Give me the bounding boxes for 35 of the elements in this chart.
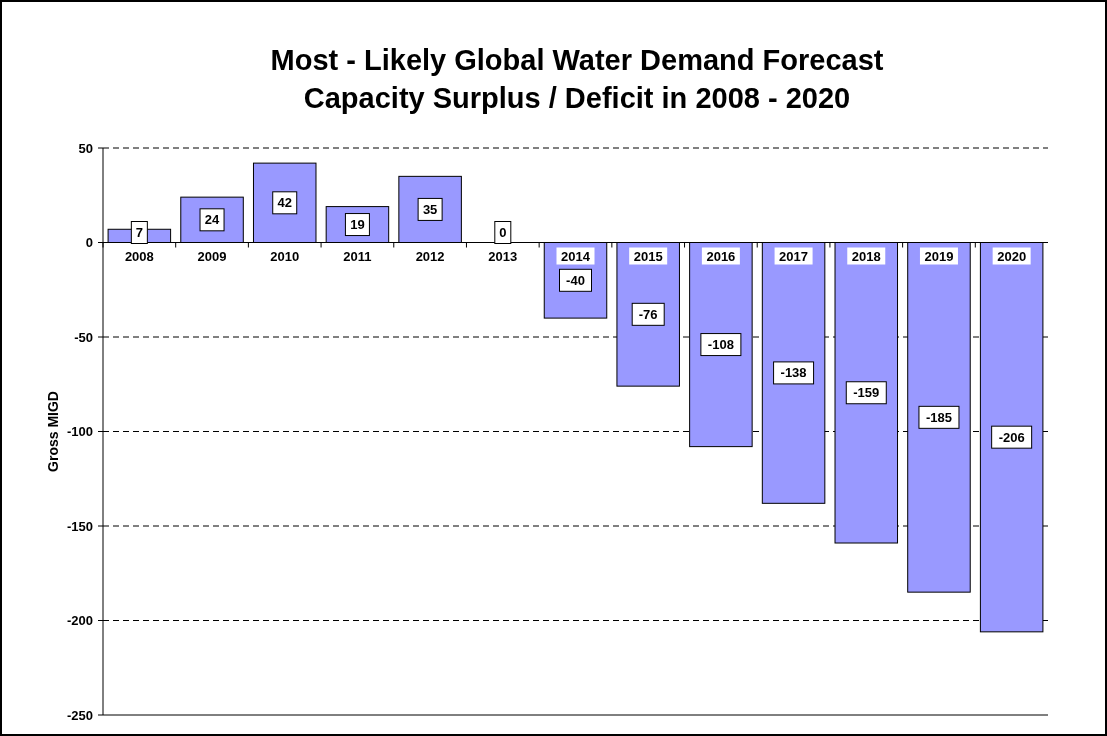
- x-tick-label: 2009: [197, 248, 227, 264]
- x-tick-label: 2013: [488, 248, 518, 264]
- x-tick-label: 2017: [779, 248, 809, 264]
- y-axis-title: Gross MIGD: [45, 391, 61, 472]
- y-tick-label: 50: [78, 140, 93, 156]
- data-label: 24: [204, 212, 221, 228]
- y-tick-label: 0: [85, 235, 93, 251]
- x-tick-label: 2019: [924, 248, 954, 264]
- x-tick-label: 2010: [270, 248, 300, 264]
- data-label: -159: [853, 385, 880, 401]
- data-label: -185: [925, 409, 952, 425]
- data-label: -40: [566, 272, 585, 288]
- x-tick-label: 2015: [633, 248, 663, 264]
- x-tick-label: 2016: [706, 248, 736, 264]
- y-tick-label: -150: [66, 518, 93, 534]
- y-tick-label: -200: [66, 613, 93, 629]
- chart-title: Most - Likely Global Water Demand Forecast Capacity Surplus / Deficit in 2008 - 2020: [270, 44, 884, 114]
- x-tick-label: 2018: [851, 248, 881, 264]
- data-label: -206: [998, 429, 1025, 445]
- x-tick-label: 2011: [343, 248, 372, 264]
- x-tick-label: 2012: [415, 248, 445, 264]
- data-label: 42: [277, 195, 292, 211]
- x-tick-label: 2014: [561, 248, 591, 264]
- data-label: -138: [780, 365, 807, 381]
- data-label: -108: [707, 337, 734, 353]
- y-tick-label: -250: [66, 707, 93, 723]
- y-tick-label: -100: [66, 424, 93, 440]
- data-label: 0: [499, 225, 507, 241]
- data-label: 7: [135, 225, 143, 241]
- data-label: 19: [350, 217, 365, 233]
- data-label: -76: [638, 306, 658, 322]
- x-tick-label: 2020: [997, 248, 1027, 264]
- data-label: 35: [422, 201, 438, 217]
- y-tick-label: -50: [74, 329, 93, 345]
- x-tick-label: 2008: [124, 248, 154, 264]
